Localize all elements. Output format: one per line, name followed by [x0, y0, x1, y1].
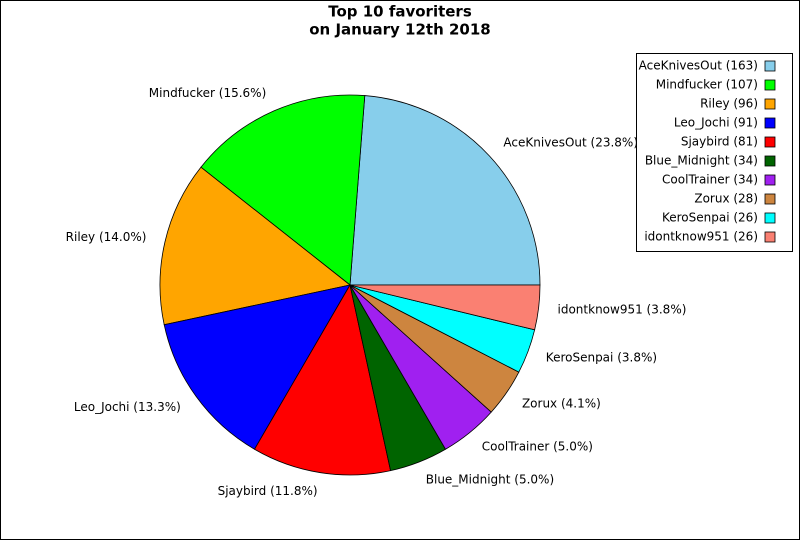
legend-label: Riley (96) — [700, 97, 758, 111]
legend-swatch — [764, 79, 776, 91]
pie-slice — [349, 95, 541, 286]
chart-title: Top 10 favoriters — [328, 3, 472, 21]
legend-label: Sjaybird (81) — [681, 135, 758, 149]
slice-label: idontknow951 (3.8%) — [558, 302, 687, 316]
slice-label: Leo_Jochi (13.3%) — [74, 400, 181, 414]
legend-label: idontknow951 (26) — [644, 230, 758, 244]
slice-label: Zorux (4.1%) — [522, 396, 601, 410]
slice-label: Blue_Midnight (5.0%) — [426, 472, 554, 486]
legend-swatch — [764, 193, 776, 205]
pie-slice — [159, 166, 351, 326]
pie-slice — [200, 94, 366, 286]
legend-swatch — [764, 136, 776, 148]
legend-label: KeroSenpai (26) — [662, 211, 758, 225]
legend-label: Mindfucker (107) — [656, 78, 758, 92]
chart-title: on January 12th 2018 — [309, 21, 490, 39]
legend-swatch — [764, 174, 776, 186]
pie-slice — [349, 284, 541, 331]
legend-label: CoolTrainer (34) — [662, 173, 758, 187]
slice-label: Mindfucker (15.6%) — [149, 86, 266, 100]
legend-swatch — [764, 117, 776, 129]
legend-swatch — [764, 60, 776, 72]
legend-label: Zorux (28) — [694, 192, 758, 206]
legend-label: AceKnivesOut (163) — [639, 59, 758, 73]
legend-swatch — [764, 231, 776, 243]
legend-swatch — [764, 155, 776, 167]
legend-label: Leo_Jochi (91) — [674, 116, 758, 130]
slice-label: Sjaybird (11.8%) — [218, 484, 318, 498]
legend-swatch — [764, 98, 776, 110]
pie-slice — [163, 284, 351, 450]
pie-slice — [253, 283, 392, 476]
slice-label: Riley (14.0%) — [66, 230, 147, 244]
legend-label: Blue_Midnight (34) — [645, 154, 758, 168]
legend-swatch — [764, 212, 776, 224]
slice-label: CoolTrainer (5.0%) — [482, 440, 593, 454]
slice-label: AceKnivesOut (23.8%) — [503, 136, 638, 150]
slice-label: KeroSenpai (3.8%) — [546, 351, 657, 365]
